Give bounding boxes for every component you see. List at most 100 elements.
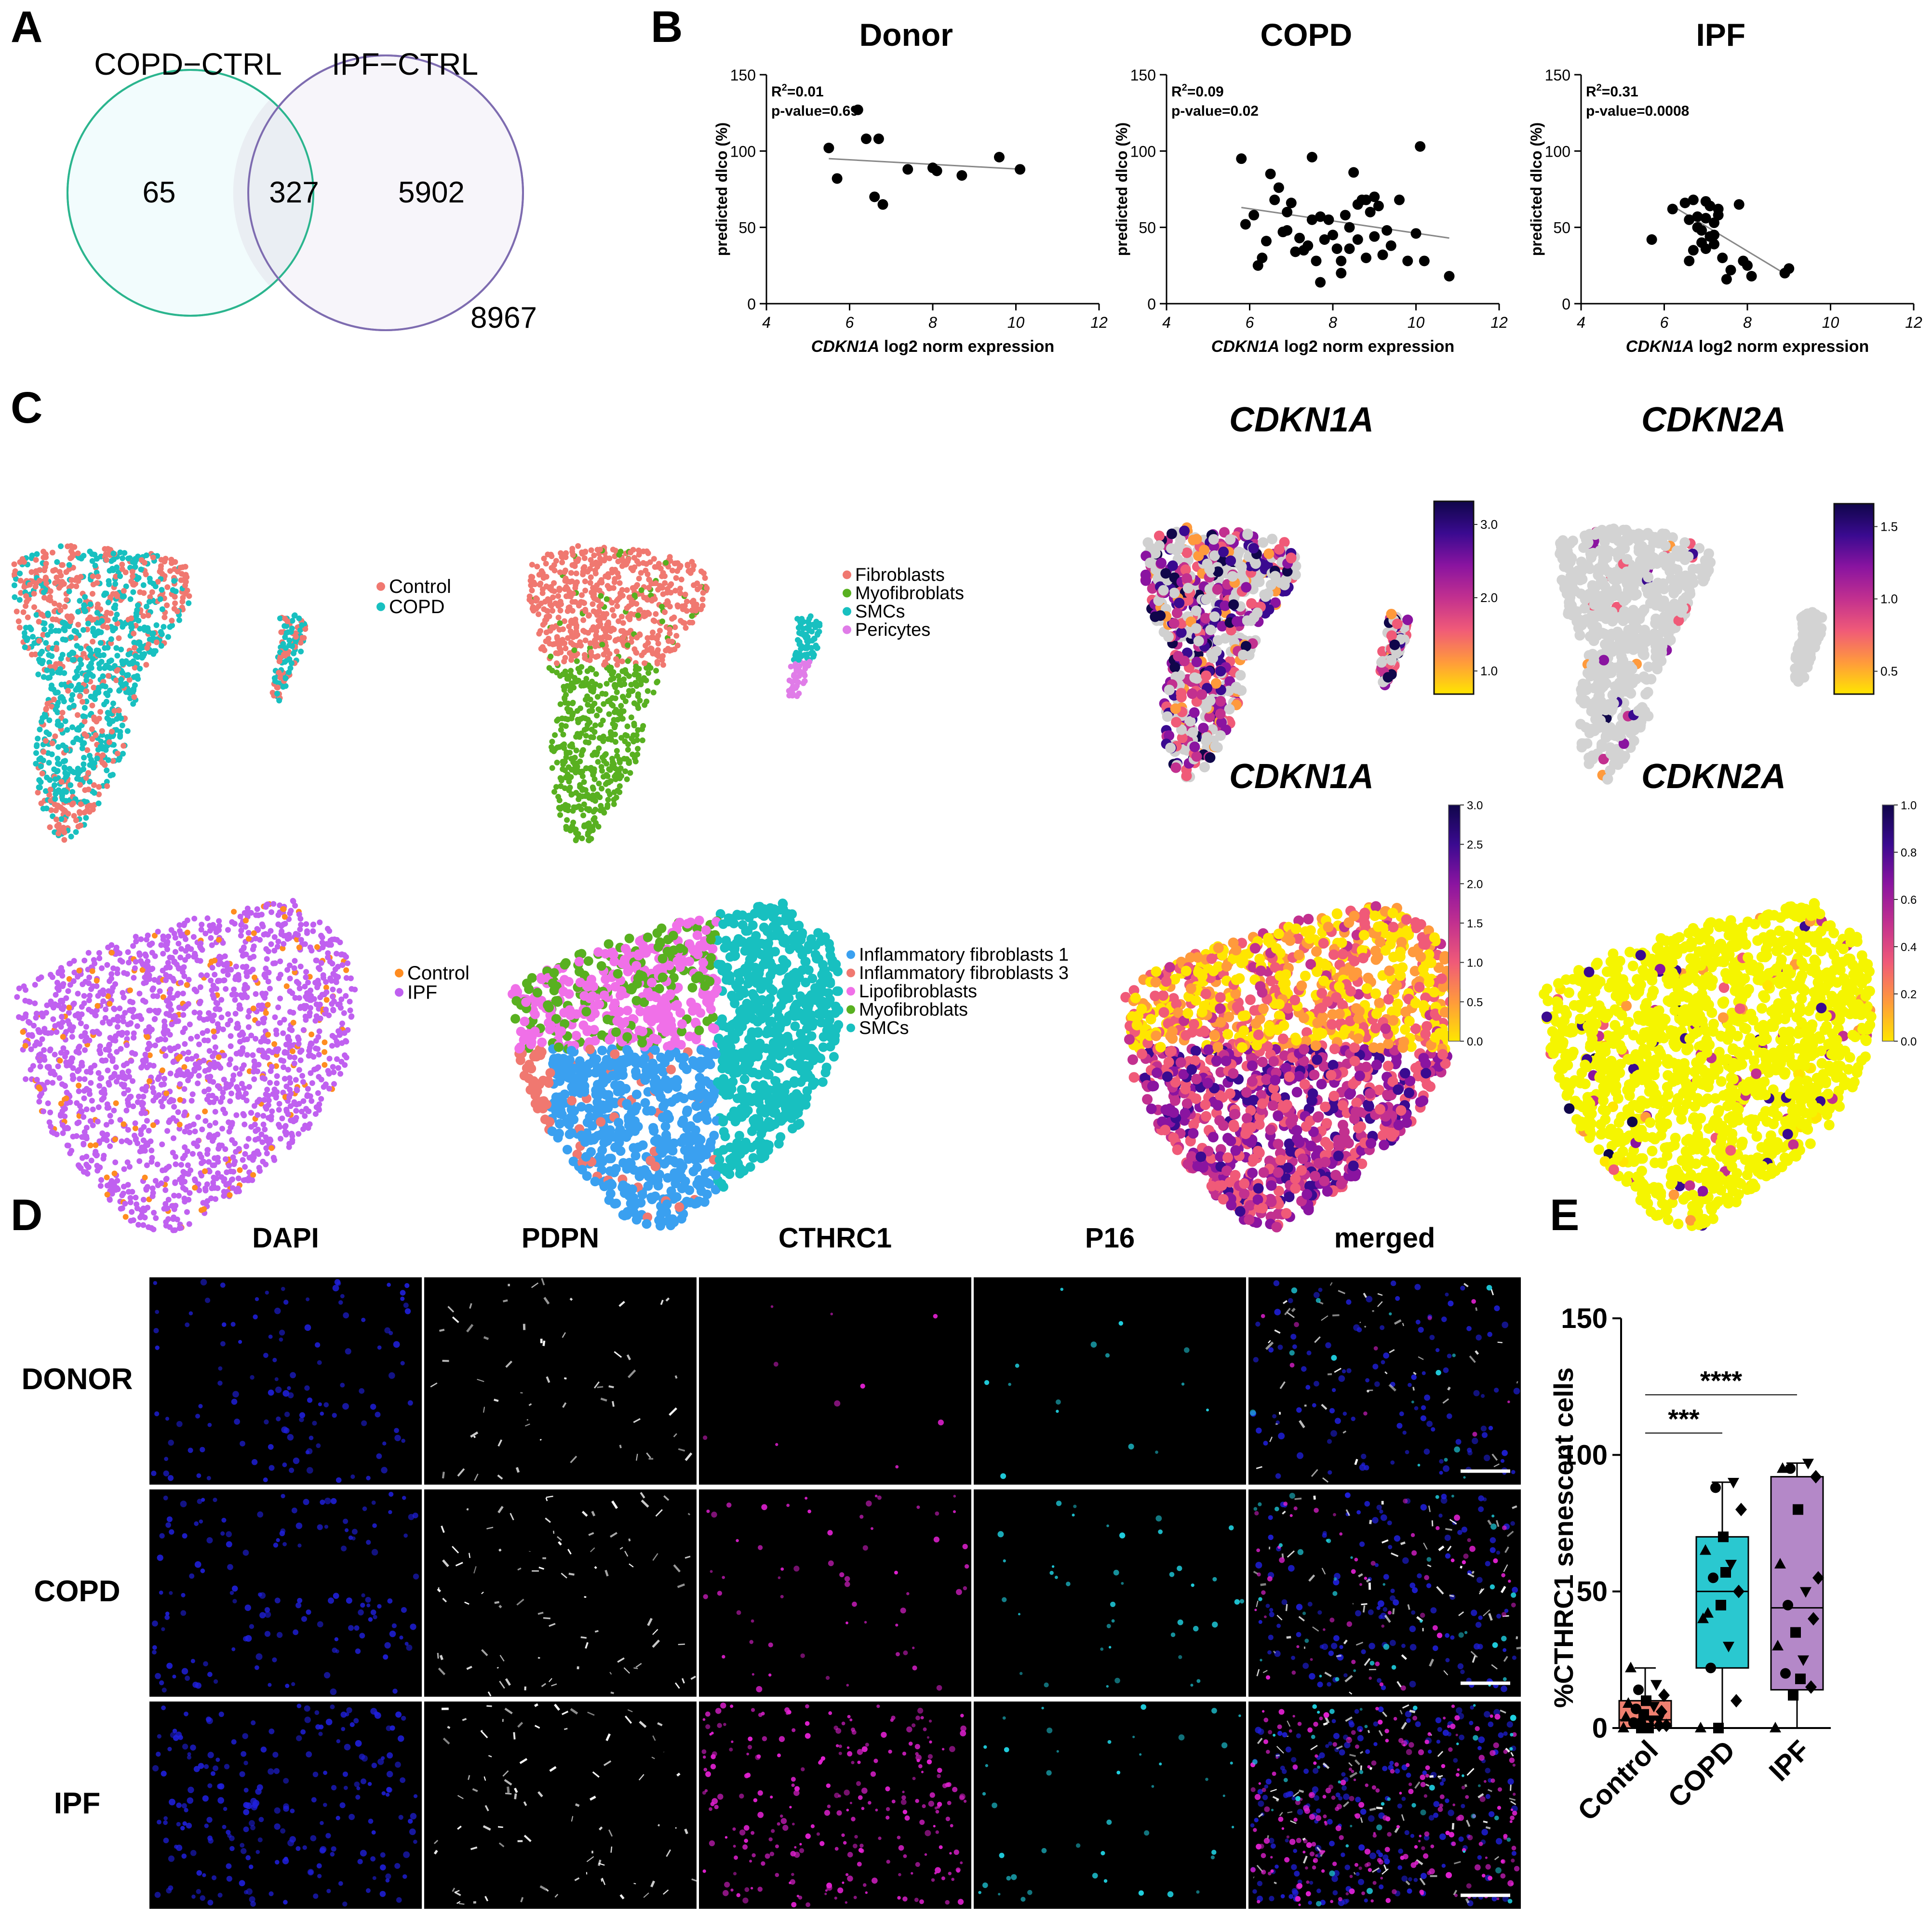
umap-cell	[312, 1045, 319, 1052]
umap-cell	[134, 673, 140, 679]
umap-cell	[164, 602, 170, 608]
umap-cell	[74, 673, 80, 679]
umap-cell	[811, 652, 817, 658]
umap-cell	[582, 588, 589, 594]
umap-cell	[47, 786, 54, 792]
scatter-title: Donor	[859, 17, 953, 53]
venn-right-count: 5902	[398, 176, 465, 209]
data-point	[1394, 194, 1405, 205]
umap-cell	[1232, 683, 1243, 694]
umap-cell	[1607, 616, 1618, 627]
data-point	[1248, 210, 1260, 221]
umap-cell	[699, 603, 706, 609]
umap-cell	[625, 747, 631, 753]
umap-cell	[276, 1122, 282, 1128]
umap-cell	[121, 588, 127, 594]
umap-cell	[662, 609, 668, 616]
umap-cell	[54, 803, 61, 809]
umap-cell	[170, 1135, 176, 1141]
umap-cell	[534, 563, 540, 570]
umap-cell	[562, 569, 568, 575]
umap-cell	[50, 568, 56, 574]
umap-cell	[1663, 629, 1674, 640]
data-point	[1713, 210, 1724, 221]
umap-cell	[287, 665, 294, 671]
umap-cell	[55, 744, 62, 750]
umap-cell	[617, 783, 623, 789]
umap-cell	[132, 1120, 138, 1126]
umap-cell	[1703, 548, 1714, 559]
umap-cell	[76, 768, 82, 774]
umap-cell	[1171, 607, 1182, 618]
umap-cell	[62, 718, 68, 724]
umap-cell	[645, 670, 652, 676]
umap-cell	[57, 1058, 63, 1064]
umap-cell	[141, 590, 147, 596]
umap-cell	[33, 761, 39, 767]
umap-cell	[39, 719, 45, 725]
umap-cell	[171, 578, 177, 584]
umap-cell	[69, 768, 75, 775]
umap-cell	[561, 618, 567, 624]
umap-cell	[1618, 524, 1629, 536]
umap-cell	[270, 960, 276, 966]
umap-cell	[700, 570, 707, 576]
umap-cell	[621, 681, 628, 687]
umap-cell	[590, 593, 596, 600]
umap-cell	[552, 746, 558, 752]
umap-cell	[595, 759, 601, 765]
umap-cell	[1618, 753, 1629, 764]
umap-cell	[53, 816, 59, 822]
umap-cell	[178, 1162, 184, 1168]
y-tick-label: 100	[1130, 143, 1156, 160]
umap-cell	[80, 651, 87, 657]
umap-cell	[81, 809, 88, 816]
umap-cell	[305, 979, 311, 986]
umap-cell	[617, 765, 624, 771]
umap-cell	[619, 658, 625, 665]
umap-cell	[89, 702, 95, 709]
umap-cell	[228, 1043, 234, 1049]
umap-cell	[627, 770, 633, 776]
umap-cell	[1196, 689, 1208, 700]
umap-cell	[106, 739, 112, 745]
umap-cell	[85, 770, 92, 776]
umap-cell	[216, 953, 223, 960]
umap-cell	[529, 562, 535, 568]
y-tick-label: 150	[730, 67, 756, 84]
umap-cell	[609, 607, 616, 613]
x-tick-label: 8	[1328, 314, 1337, 331]
umap-cell	[95, 628, 102, 634]
umap-cell	[144, 645, 150, 651]
umap-cell	[65, 988, 71, 994]
umap-cell	[99, 743, 105, 750]
data-point	[1684, 255, 1695, 267]
umap-cell	[1687, 563, 1698, 575]
umap-cell	[628, 565, 634, 572]
data-point	[1282, 225, 1293, 236]
umap-cell	[61, 837, 67, 843]
umap-cell	[1603, 595, 1614, 606]
umap-cell	[607, 585, 614, 591]
umap-cell	[1698, 576, 1709, 587]
umap-cell	[690, 566, 696, 573]
umap-cell	[17, 570, 23, 576]
venn-outside-count: 8967	[470, 301, 537, 335]
umap-cell	[557, 701, 564, 707]
umap-cell	[646, 576, 652, 583]
umap-cell	[122, 569, 129, 576]
umap-cell	[614, 753, 620, 759]
umap-cell	[533, 606, 539, 612]
umap-cell	[653, 580, 659, 587]
umap-cell	[691, 602, 698, 608]
umap-cell	[250, 966, 256, 973]
umap-cell	[1557, 535, 1569, 546]
umap-cell	[150, 630, 156, 636]
umap-cell	[263, 1010, 269, 1016]
umap-cell	[601, 809, 607, 816]
umap-cell	[67, 982, 73, 988]
umap-cell	[529, 588, 535, 594]
umap-cell	[143, 552, 149, 559]
umap-cell	[76, 1088, 82, 1094]
umap-cell	[565, 593, 572, 599]
